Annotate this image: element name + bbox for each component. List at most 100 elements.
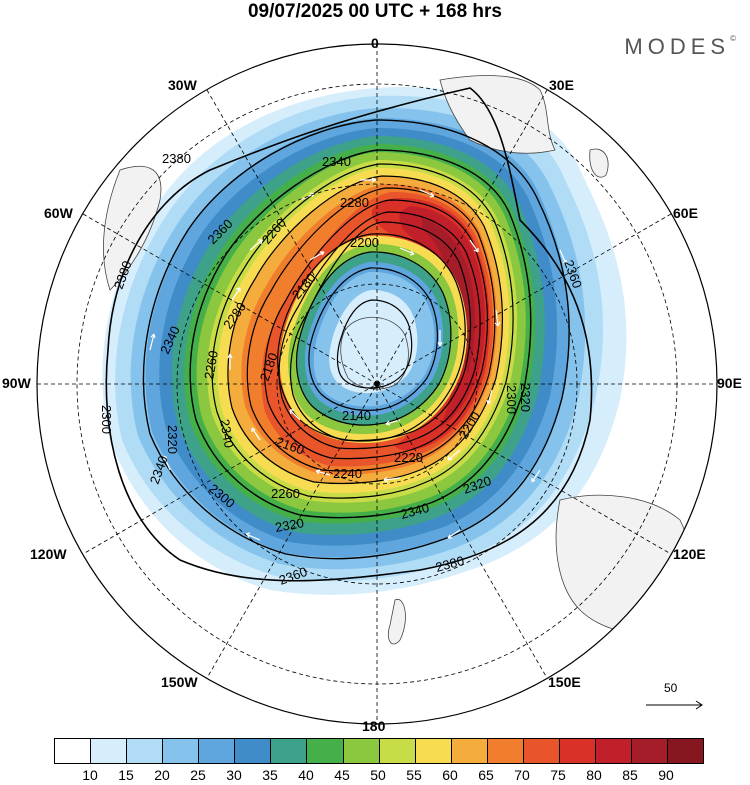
contour-2260 bbox=[264, 199, 489, 460]
legend-tick-label: 30 bbox=[226, 767, 242, 783]
map-boundary-circle bbox=[36, 43, 718, 725]
wind-arrow bbox=[245, 532, 261, 541]
contour-label: 2320 bbox=[274, 515, 305, 535]
contour-label: 2220 bbox=[394, 450, 423, 465]
geopotential-contours bbox=[105, 87, 593, 582]
legend-tick-label: 45 bbox=[334, 767, 350, 783]
legend-tick-label: 65 bbox=[478, 767, 494, 783]
wind-arrow bbox=[231, 287, 241, 301]
wind-arrow bbox=[447, 449, 461, 461]
lon-label-90w: 90W bbox=[2, 375, 31, 391]
contour-label: 2300 bbox=[504, 385, 519, 414]
contour-label: 2260 bbox=[271, 486, 300, 501]
contour-label: 2240 bbox=[333, 466, 362, 481]
lon-label-150w: 150W bbox=[161, 674, 198, 690]
legend-color-bin bbox=[307, 739, 344, 763]
wind-arrow bbox=[251, 427, 261, 441]
legend-color-bin bbox=[379, 739, 416, 763]
legend-color-bin bbox=[235, 739, 272, 763]
legend-color-bin bbox=[451, 739, 488, 763]
contour-label: 2140 bbox=[342, 408, 371, 423]
legend-tick-label: 20 bbox=[154, 767, 170, 783]
antarctica-outline bbox=[340, 316, 409, 390]
wind-arrow bbox=[227, 353, 233, 370]
lon-label-30e: 30E bbox=[549, 77, 574, 93]
contour-2300 bbox=[227, 175, 504, 485]
lon-label-180: 180 bbox=[362, 718, 386, 734]
contour-2320 bbox=[211, 163, 514, 499]
legend-color-bin bbox=[415, 739, 452, 763]
legend-tick-label: 55 bbox=[406, 767, 422, 783]
legend-tick-label: 85 bbox=[622, 767, 638, 783]
south-pole-marker bbox=[374, 381, 380, 387]
legend-tick-label: 35 bbox=[262, 767, 278, 783]
legend-tick-label: 15 bbox=[118, 767, 134, 783]
legend-color-bin bbox=[595, 739, 632, 763]
legend-tick-label: 60 bbox=[442, 767, 458, 783]
legend-color-bar bbox=[54, 738, 704, 764]
wind-arrow bbox=[149, 333, 156, 351]
contour-label: 2260 bbox=[201, 349, 221, 380]
legend-color-bin bbox=[163, 739, 200, 763]
legend-color-bin bbox=[668, 739, 704, 763]
legend-tick-label: 75 bbox=[550, 767, 566, 783]
legend-color-bin bbox=[523, 739, 560, 763]
legend-color-bin bbox=[343, 739, 380, 763]
legend-color-bin bbox=[487, 739, 524, 763]
wind-arrow bbox=[383, 476, 401, 483]
wind-arrow bbox=[531, 469, 541, 483]
lon-label-0: 0 bbox=[371, 35, 379, 51]
lon-label-60e: 60E bbox=[673, 205, 698, 221]
legend-tick-label: 25 bbox=[190, 767, 206, 783]
wind-arrow bbox=[494, 309, 501, 327]
wind-arrow bbox=[469, 239, 479, 253]
contour-label: 2340 bbox=[322, 154, 351, 169]
contour-2280 bbox=[246, 187, 496, 472]
new-zealand-landmass bbox=[387, 599, 406, 645]
contour-label: 2320 bbox=[518, 383, 533, 412]
wind-arrow bbox=[447, 529, 461, 539]
legend-color-bin bbox=[271, 739, 308, 763]
reference-vector: 50 bbox=[644, 681, 706, 711]
contour-2200 bbox=[277, 233, 466, 442]
contour-label: 2340 bbox=[217, 418, 237, 449]
contour-label: 2320 bbox=[165, 425, 180, 454]
wind-arrow bbox=[385, 419, 401, 426]
wind-arrow bbox=[360, 177, 377, 183]
contour-2140 bbox=[336, 299, 413, 389]
wind-arrow bbox=[315, 469, 331, 476]
madagascar-landmass bbox=[589, 148, 609, 178]
legend-color-bin bbox=[91, 739, 128, 763]
polar-stereographic-map: 2380 2380 2380 2360 2360 2360 2340 2340 … bbox=[36, 43, 718, 725]
reference-vector-value: 50 bbox=[664, 681, 678, 695]
wind-arrow bbox=[399, 247, 415, 256]
legend-color-bin bbox=[199, 739, 236, 763]
wind-arrow bbox=[309, 251, 325, 261]
wind-vectors bbox=[149, 177, 567, 541]
map-title: 09/07/2025 00 UTC + 168 hrs bbox=[247, 1, 503, 22]
wind-arrow bbox=[559, 249, 567, 265]
contour-label: 2380 bbox=[162, 151, 191, 166]
color-legend: 10 15 20 25 30 35 40 45 50 55 60 65 70 75 80 85 90 bbox=[54, 738, 704, 783]
legend-color-bin bbox=[632, 739, 669, 763]
lon-label-30w: 30W bbox=[168, 77, 197, 93]
contour-2160 bbox=[308, 267, 438, 411]
legend-tick-label: 40 bbox=[298, 767, 314, 783]
brand-name: MODES bbox=[624, 34, 731, 59]
contour-label: 2340 bbox=[399, 500, 431, 522]
legend-tick-label: 90 bbox=[658, 767, 674, 783]
legend-tick-label: 80 bbox=[586, 767, 602, 783]
contour-2340 bbox=[189, 149, 532, 519]
africa-landmass bbox=[439, 75, 556, 154]
contour-2240 bbox=[278, 211, 481, 450]
legend-tick-label: 70 bbox=[514, 767, 530, 783]
contour-2180 bbox=[295, 251, 452, 426]
contour-label: 2300 bbox=[99, 405, 114, 434]
wind-arrow bbox=[289, 409, 301, 421]
inner-band-palest bbox=[329, 290, 418, 394]
contour-2360 bbox=[142, 119, 570, 560]
contour-2380 bbox=[105, 87, 593, 582]
legend-color-bin bbox=[559, 739, 596, 763]
brand-logo: MODES© bbox=[624, 34, 736, 60]
legend-tick-label: 50 bbox=[370, 767, 386, 783]
